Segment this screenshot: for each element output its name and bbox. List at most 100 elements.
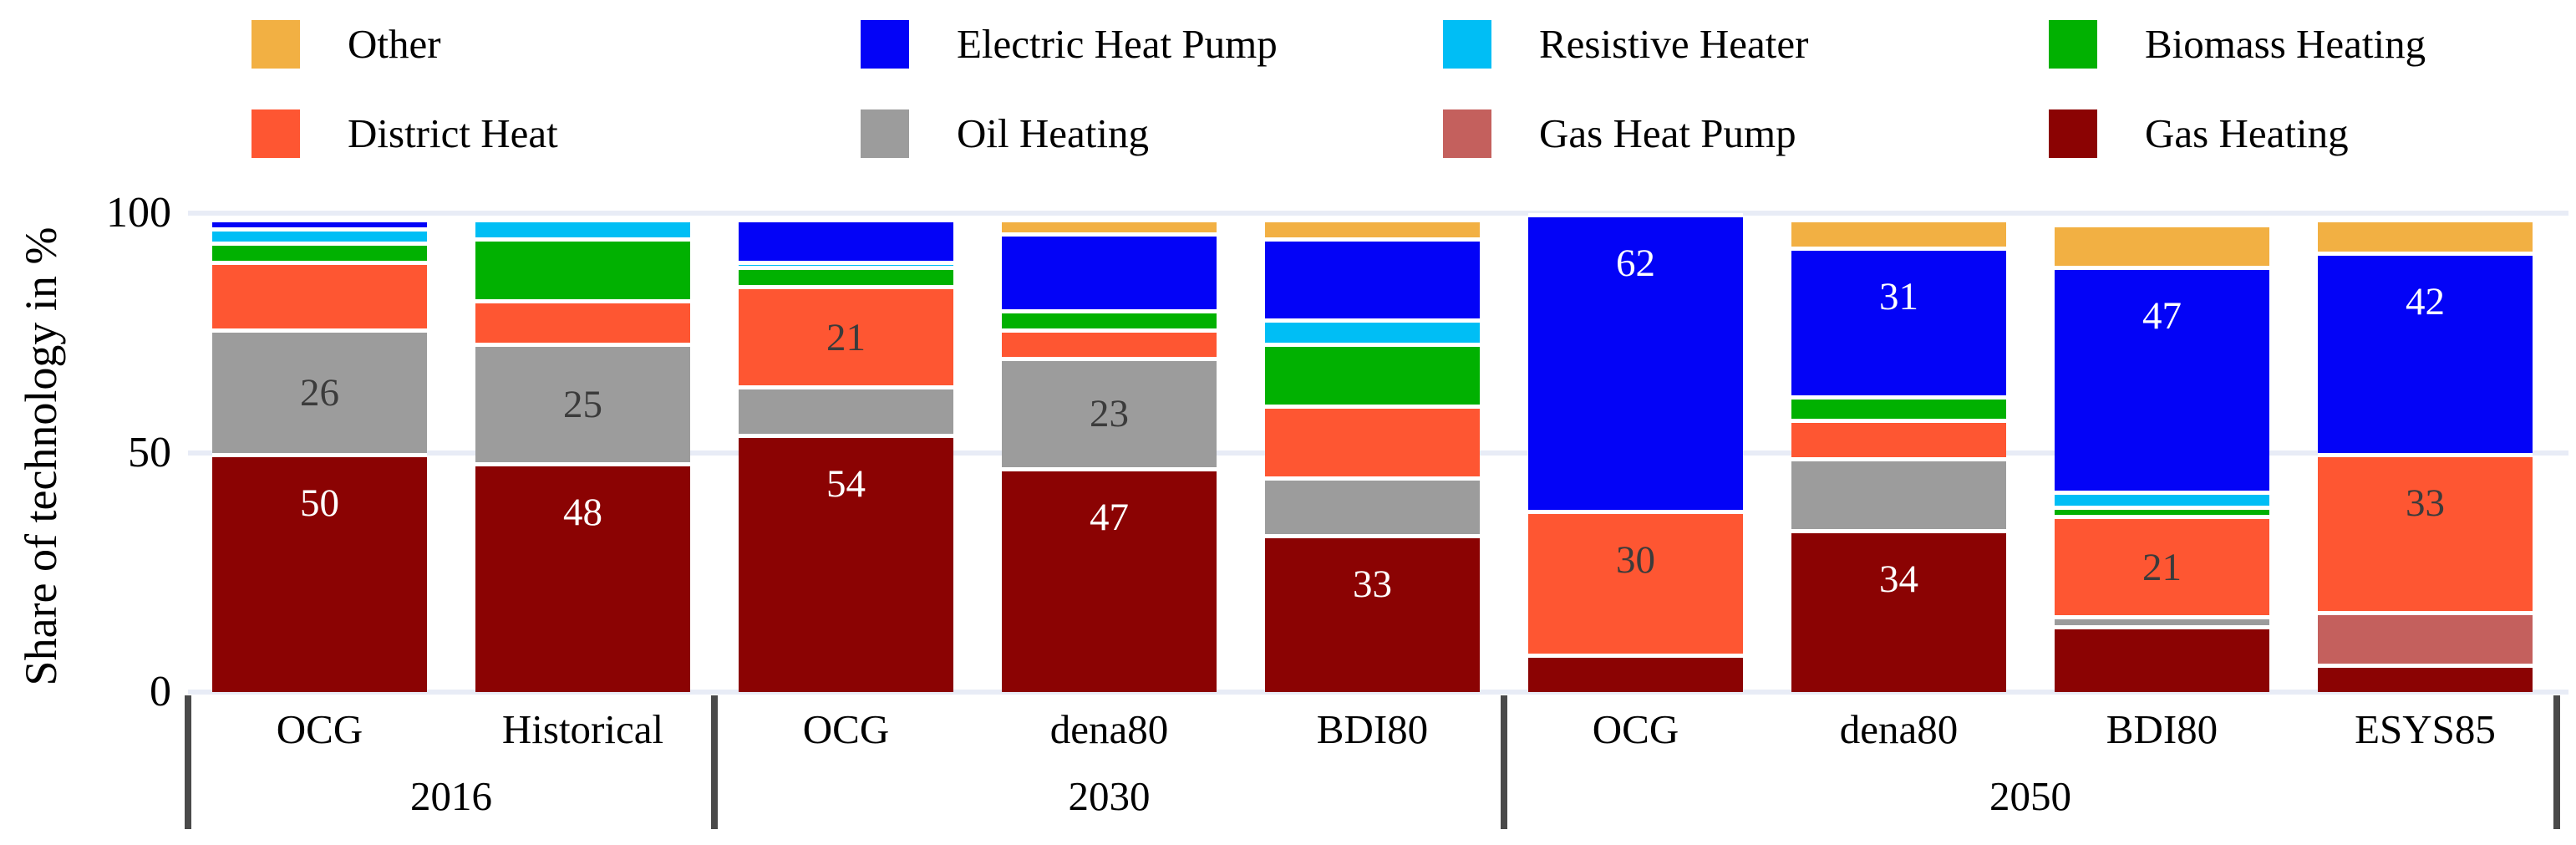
year-label-2016: 2016 (410, 773, 492, 819)
grid-line-100 (188, 211, 2568, 216)
bar-2016-historical: 48 25 (475, 217, 690, 692)
x-tick-label-bdi80-2030: BDI80 (1316, 706, 1429, 752)
legend-swatch-resistive-heater (1443, 20, 1491, 69)
bar-segment-district-heat (475, 299, 690, 343)
bar-value-label: 50 (300, 481, 339, 525)
year-label-2050: 2050 (1989, 773, 2071, 819)
bar-segment-oil-heating: 23 (1002, 356, 1217, 467)
bar-segment-gas-heating: 47 (1002, 466, 1217, 692)
bar-segment-gas-heating: 54 (739, 433, 953, 692)
bar-value-label: 31 (1879, 275, 1918, 319)
bar-segment-oil-heating (1791, 457, 2006, 530)
bar-value-label: 54 (826, 461, 866, 506)
bar-segment-biomass-heating (475, 237, 690, 300)
bar-segment-district-heat: 21 (739, 284, 953, 386)
bar-2030-dena80: 47 23 (1002, 217, 1217, 692)
bar-value-label: 21 (826, 315, 866, 359)
bar-segment-gas-heating (1528, 654, 1743, 692)
bar-segment-oil-heating: 25 (475, 342, 690, 462)
bar-segment-biomass-heating (2055, 505, 2269, 515)
bar-segment-district-heat: 21 (2055, 515, 2269, 616)
bar-segment-gas-heat-pump (2318, 610, 2533, 664)
bar-segment-gas-heating: 50 (212, 452, 427, 692)
bar-2030-bdi80: 33 (1265, 217, 1480, 692)
bar-segment-electric-heat-pump: 42 (2318, 251, 2533, 453)
grid-line-0 (188, 690, 2568, 695)
bar-segment-other (2055, 222, 2269, 267)
legend-swatch-gas-heat-pump (1443, 109, 1491, 158)
group-divider-3 (2553, 695, 2560, 829)
legend-label-electric-heat-pump: Electric Heat Pump (957, 21, 1278, 67)
bar-segment-resistive-heater (2055, 491, 2269, 506)
legend-label-other: Other (348, 21, 441, 67)
legend-swatch-other (252, 20, 300, 69)
x-tick-label-bdi80-2050: BDI80 (2106, 706, 2218, 752)
bar-segment-gas-heating: 34 (1791, 529, 2006, 692)
bar-segment-electric-heat-pump: 62 (1528, 213, 1743, 511)
x-tick-label-historical-2016: Historical (501, 706, 664, 752)
legend-swatch-biomass-heating (2049, 20, 2097, 69)
bar-segment-district-heat (1265, 405, 1480, 477)
bar-segment-biomass-heating (1791, 395, 2006, 420)
bar-segment-district-heat: 30 (1528, 510, 1743, 654)
bar-segment-biomass-heating (1002, 308, 1217, 328)
bar-value-label: 62 (1616, 242, 1655, 286)
bar-segment-other (1002, 217, 1217, 232)
bar-2050-esys85: 33 42 (2318, 217, 2533, 692)
legend-swatch-district-heat (252, 109, 300, 158)
bar-segment-resistive-heater (1265, 318, 1480, 343)
bar-segment-district-heat (1791, 419, 2006, 458)
group-divider-2 (1501, 695, 1507, 829)
bar-value-label: 25 (563, 382, 602, 426)
bar-segment-biomass-heating (739, 266, 953, 285)
bar-segment-gas-heating (2318, 663, 2533, 692)
y-tick-label-50: 50 (128, 428, 171, 476)
legend-label-district-heat: District Heat (348, 110, 558, 156)
bar-segment-gas-heating (2055, 624, 2269, 692)
x-tick-label-ocg-2050: OCG (1592, 706, 1679, 752)
bar-value-label: 48 (563, 490, 602, 534)
bar-segment-district-heat: 33 (2318, 452, 2533, 611)
bar-value-label: 47 (1090, 495, 1129, 539)
bar-segment-electric-heat-pump (212, 217, 427, 228)
bar-2050-bdi80: 21 47 (2055, 222, 2269, 692)
bar-value-label: 21 (2142, 545, 2182, 589)
x-tick-label-esys85-2050: ESYS85 (2355, 706, 2496, 752)
legend-label-oil-heating: Oil Heating (957, 110, 1149, 156)
bar-segment-resistive-heater (739, 261, 953, 267)
bar-value-label: 26 (300, 370, 339, 415)
x-tick-label-dena80-2030: dena80 (1049, 706, 1169, 752)
bar-segment-gas-heating: 33 (1265, 533, 1480, 692)
bar-2030-ocg: 54 21 (739, 217, 953, 692)
bar-segment-electric-heat-pump (1002, 232, 1217, 309)
bar-value-label: 30 (1616, 538, 1655, 583)
bar-segment-district-heat (1002, 328, 1217, 357)
bar-value-label: 47 (2142, 294, 2182, 339)
bar-segment-biomass-heating (212, 242, 427, 262)
legend-label-resistive-heater: Resistive Heater (1539, 21, 1809, 67)
bar-segment-other (1791, 217, 2006, 247)
bar-segment-electric-heat-pump: 47 (2055, 266, 2269, 491)
group-divider-0 (185, 695, 191, 829)
legend-label-biomass-heating: Biomass Heating (2145, 21, 2426, 67)
bar-2016-ocg: 50 26 (212, 217, 427, 692)
bar-segment-resistive-heater (212, 227, 427, 242)
bar-segment-other (2318, 217, 2533, 252)
bar-value-label: 33 (1353, 562, 1392, 606)
bar-segment-oil-heating (2055, 615, 2269, 625)
legend-swatch-electric-heat-pump (861, 20, 909, 69)
bar-value-label: 33 (2406, 481, 2445, 525)
x-tick-label-ocg-2030: OCG (802, 706, 890, 752)
bar-segment-oil-heating (739, 385, 953, 434)
x-tick-label-dena80-2050: dena80 (1839, 706, 1959, 752)
bar-segment-resistive-heater (475, 217, 690, 237)
bar-value-label: 42 (2406, 279, 2445, 323)
bar-segment-oil-heating: 26 (212, 328, 427, 453)
x-tick-label-ocg-2016: OCG (276, 706, 363, 752)
bar-segment-electric-heat-pump (739, 217, 953, 262)
legend-swatch-gas-heating (2049, 109, 2097, 158)
legend-swatch-oil-heating (861, 109, 909, 158)
year-label-2030: 2030 (1068, 773, 1151, 819)
bar-segment-district-heat (212, 261, 427, 328)
